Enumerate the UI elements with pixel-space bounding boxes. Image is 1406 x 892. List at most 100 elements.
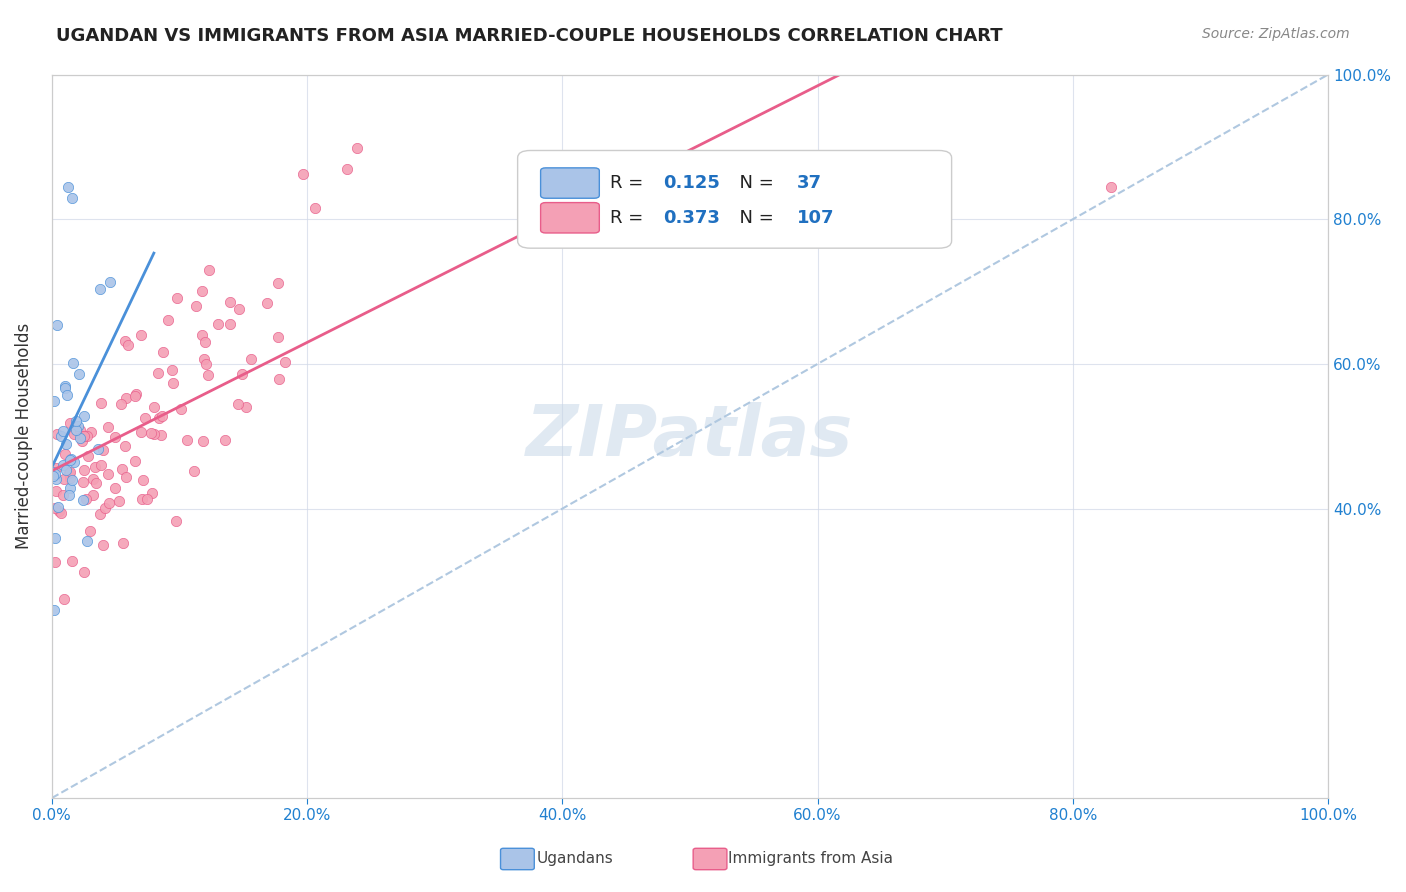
Point (139, 425, 162, 440)
Text: 0.125: 0.125 (664, 174, 720, 192)
Point (100, 276, 122, 290)
Point (150, 427, 173, 442)
Point (73, 463, 96, 477)
Point (76, 534, 98, 549)
Point (44, 532, 66, 546)
FancyBboxPatch shape (693, 848, 727, 870)
Point (45, 472, 67, 486)
Point (59, 452, 82, 467)
Point (129, 425, 152, 439)
Point (65, 423, 87, 437)
Point (194, 357, 217, 371)
Point (82, 488, 104, 502)
Point (72, 475, 94, 489)
Point (44, 500, 66, 515)
FancyBboxPatch shape (501, 848, 534, 870)
Point (53, 378, 76, 392)
Point (59, 471, 82, 485)
Point (198, 262, 221, 277)
Point (226, 396, 249, 410)
Point (90, 396, 112, 410)
Point (60, 553, 83, 567)
Text: 0.373: 0.373 (664, 209, 720, 227)
Point (91, 443, 114, 458)
Point (84, 459, 107, 474)
Point (142, 401, 165, 415)
Point (132, 473, 155, 487)
Point (134, 410, 156, 425)
Point (42, 394, 65, 409)
Point (267, 371, 290, 385)
Text: UGANDAN VS IMMIGRANTS FROM ASIA MARRIED-COUPLE HOUSEHOLDS CORRELATION CHART: UGANDAN VS IMMIGRANTS FROM ASIA MARRIED-… (56, 27, 1002, 45)
Point (76, 429, 98, 443)
Point (219, 318, 242, 332)
Point (235, 401, 257, 415)
Point (86, 475, 108, 490)
Point (170, 401, 193, 416)
Point (58, 466, 80, 480)
Point (49, 506, 72, 520)
Text: 107: 107 (797, 209, 835, 227)
Point (80, 425, 103, 439)
Point (1099, 179, 1122, 194)
Point (89, 507, 111, 521)
Point (346, 141, 368, 155)
Point (111, 462, 134, 476)
Point (150, 409, 173, 424)
Point (176, 433, 198, 447)
Point (53, 472, 76, 486)
Point (63, 455, 86, 469)
Point (104, 430, 127, 444)
Point (165, 515, 187, 529)
Point (110, 397, 132, 411)
Point (82, 472, 104, 486)
Point (70, 429, 93, 443)
Point (55, 437, 77, 451)
Point (69, 431, 91, 445)
Point (42, 465, 65, 479)
Point (45, 427, 67, 442)
Point (55, 381, 77, 395)
FancyBboxPatch shape (517, 151, 952, 248)
Point (49, 429, 72, 443)
Point (58, 488, 80, 502)
Point (267, 330, 290, 344)
Text: Source: ZipAtlas.com: Source: ZipAtlas.com (1202, 27, 1350, 41)
Point (152, 345, 174, 359)
Point (97, 496, 120, 510)
Point (53, 592, 76, 607)
Point (97, 420, 120, 434)
Point (239, 351, 262, 366)
Text: Ugandans: Ugandans (537, 852, 614, 866)
Point (148, 410, 170, 425)
Point (60, 474, 83, 488)
Point (124, 389, 146, 403)
Point (52, 425, 75, 439)
Point (58, 179, 80, 194)
Point (72, 429, 94, 443)
Point (267, 276, 290, 290)
Point (75, 492, 97, 507)
Point (304, 201, 326, 215)
Point (191, 327, 214, 342)
Point (141, 486, 163, 500)
Point (91, 538, 114, 552)
Point (62, 427, 84, 442)
FancyBboxPatch shape (540, 202, 599, 233)
Point (219, 294, 242, 309)
Text: Immigrants from Asia: Immigrants from Asia (728, 852, 893, 866)
Point (59, 416, 82, 430)
Point (124, 454, 146, 468)
Point (42, 469, 65, 483)
Point (136, 492, 159, 507)
Point (97, 467, 120, 482)
Point (44, 603, 66, 617)
Text: N =: N = (728, 174, 780, 192)
Point (48, 500, 70, 514)
Y-axis label: Married-couple Households: Married-couple Households (15, 323, 32, 549)
Point (336, 161, 359, 176)
FancyBboxPatch shape (540, 168, 599, 198)
Point (53, 447, 76, 461)
Point (228, 301, 250, 316)
Point (59, 481, 82, 495)
